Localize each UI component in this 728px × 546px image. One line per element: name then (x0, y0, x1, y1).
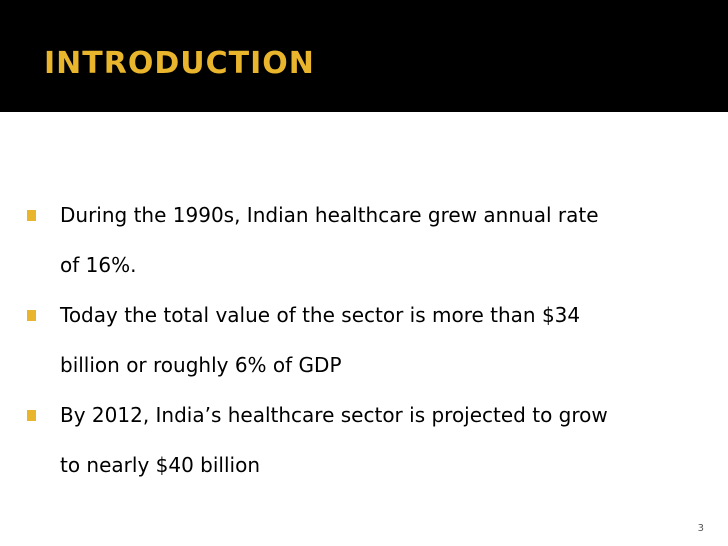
page-number: 3 (697, 523, 704, 534)
bullet-text-line: By 2012, India’s healthcare sector is pr… (60, 403, 608, 427)
bullet-list: During the 1990s, Indian healthcare grew… (24, 190, 704, 490)
bullet-text-line: Today the total value of the sector is m… (60, 303, 581, 327)
title-band: INTRODUCTION (0, 0, 728, 112)
bullet-item: Today the total value of the sector is m… (24, 290, 704, 390)
bullet-text-line: billion or roughly 6% of GDP (60, 353, 342, 377)
bullet-marker-icon (27, 210, 36, 221)
bullet-text-line: of 16%. (60, 253, 137, 277)
bullet-text-line: to nearly $40 billion (60, 453, 261, 477)
bullet-marker-icon (27, 310, 36, 321)
bullet-item: By 2012, India’s healthcare sector is pr… (24, 390, 704, 490)
bullet-item: During the 1990s, Indian healthcare grew… (24, 190, 704, 290)
slide-title: INTRODUCTION (44, 46, 315, 81)
bullet-text-line: During the 1990s, Indian healthcare grew… (60, 203, 599, 227)
bullet-marker-icon (27, 410, 36, 421)
